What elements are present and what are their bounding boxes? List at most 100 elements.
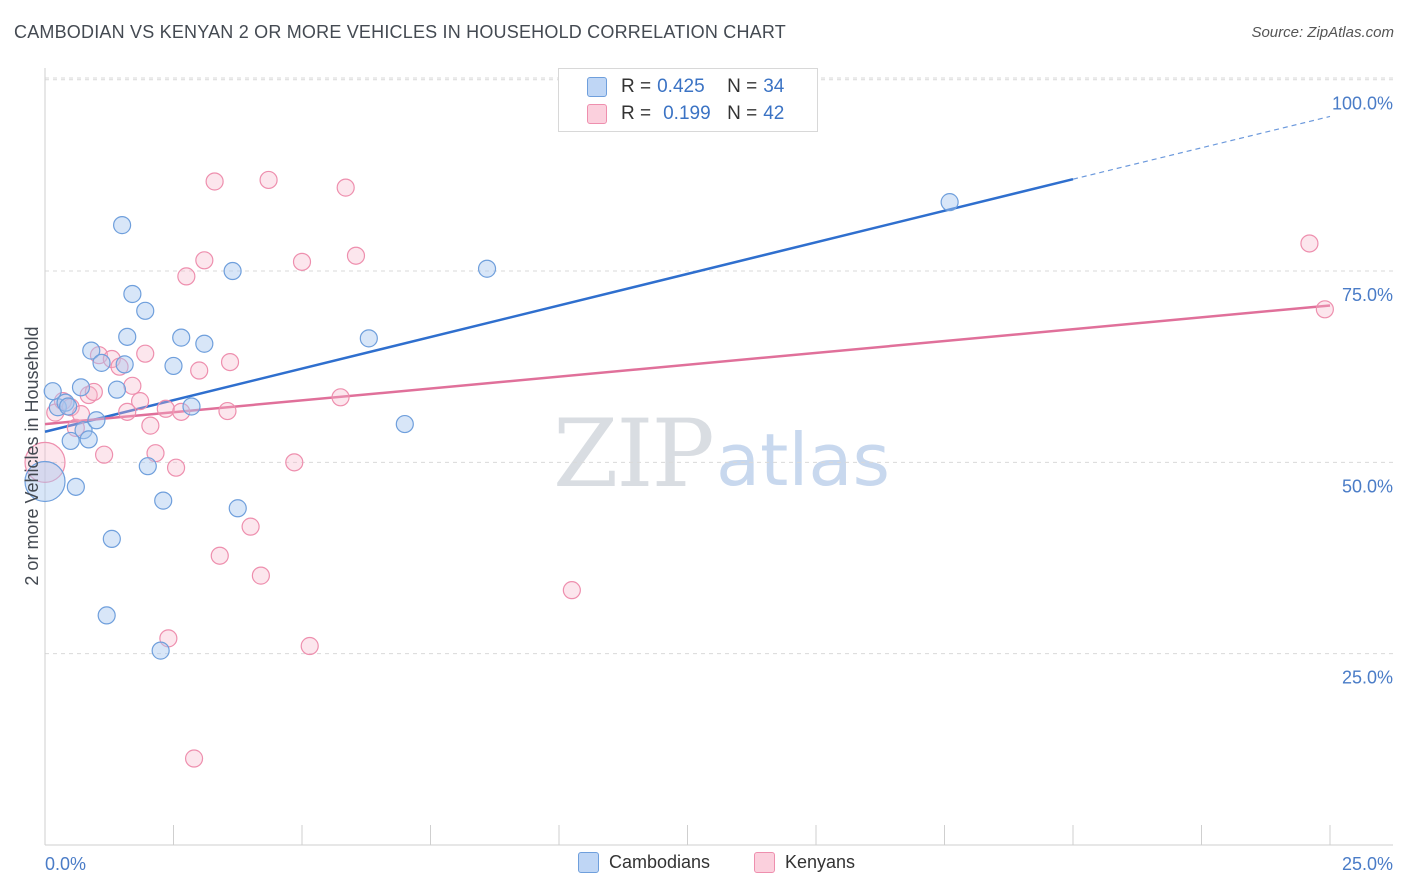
bottom-legend-cambodians[interactable]: Cambodians [578, 852, 710, 873]
point-kenyans [166, 458, 186, 477]
point-kenyans [292, 252, 312, 271]
point-cambodians [97, 606, 116, 625]
point-cambodians [115, 355, 134, 374]
point-kenyans [172, 402, 191, 421]
chart-title: CAMBODIAN VS KENYAN 2 OR MORE VEHICLES I… [14, 22, 786, 42]
point-cambodians [195, 334, 214, 353]
legend-n-label: N = [727, 76, 758, 97]
legend-r-value-cambodians: 0.425 [657, 76, 705, 97]
point-cambodians [395, 414, 414, 434]
legend-r-label: R = [621, 76, 652, 97]
point-kenyans [300, 636, 319, 656]
point-cambodians [138, 457, 157, 476]
point-kenyans [95, 445, 114, 464]
point-kenyans [1315, 300, 1334, 319]
point-cambodians [92, 353, 111, 372]
point-cambodians [359, 329, 378, 348]
legend-n-value-cambodians: 34 [763, 76, 785, 97]
point-kenyans [177, 267, 196, 286]
point-cambodians [61, 431, 80, 451]
legend-r-label: R = [621, 103, 652, 124]
point-cambodians [182, 397, 201, 416]
point-cambodians [123, 284, 142, 304]
point-kenyans [190, 361, 209, 380]
point-cambodians [112, 216, 132, 235]
legend-r-value-kenyans: 0.199 [663, 103, 711, 124]
point-kenyans [259, 170, 278, 190]
point-kenyans [346, 246, 366, 265]
point-cambodians [66, 477, 85, 496]
point-cambodians [136, 301, 155, 320]
point-cambodians [940, 193, 959, 212]
y-tick-label: 100.0% [1332, 94, 1393, 114]
point-kenyans [205, 172, 224, 191]
correlation-legend: R = 0.425 N = 34 R = 0.199 N = 42 [558, 68, 818, 132]
legend-row-kenyans: R = 0.199 N = 42 [587, 102, 784, 126]
point-cambodians [228, 499, 247, 518]
point-kenyans [156, 399, 175, 418]
trend-lines [44, 115, 1331, 433]
y-axis-label: 2 or more Vehicles in Household [22, 326, 42, 585]
point-kenyans [130, 392, 150, 411]
point-cambodians [164, 356, 183, 376]
point-kenyans [141, 416, 160, 435]
axes [44, 68, 1393, 846]
bottom-legend-label-kenyans: Kenyans [785, 852, 856, 872]
bottom-legend-kenyans[interactable]: Kenyans [754, 852, 855, 873]
y-tick-label: 25.0% [1342, 668, 1393, 688]
point-kenyans [195, 251, 214, 270]
point-cambodians [74, 421, 93, 440]
point-cambodians [59, 397, 78, 416]
point-kenyans [331, 388, 350, 407]
point-cambodians [477, 259, 497, 278]
point-kenyans [123, 376, 142, 395]
point-kenyans [251, 566, 270, 585]
gridlines [45, 77, 1393, 655]
point-kenyans [184, 749, 204, 768]
trend-line-cambodians-extension [1072, 115, 1331, 180]
bottom-legend-label-cambodians: Cambodians [609, 852, 711, 872]
legend-row-cambodians: R = 0.425 N = 34 [587, 75, 784, 99]
point-kenyans [1300, 234, 1319, 253]
point-cambodians [87, 411, 106, 430]
point-kenyans [136, 344, 155, 363]
point-kenyans [285, 453, 304, 472]
point-kenyans [562, 581, 581, 600]
tick-labels: 100.0% 75.0% 50.0% 25.0% 0.0% 25.0% [45, 94, 1393, 874]
point-cambodians [172, 328, 191, 347]
y-tick-label: 75.0% [1342, 285, 1393, 305]
point-kenyans [79, 385, 98, 405]
point-kenyans [210, 546, 229, 565]
trend-line-kenyans [44, 304, 1331, 426]
point-cambodians [151, 641, 170, 660]
point-kenyans [336, 178, 355, 197]
point-cambodians [82, 341, 101, 360]
x-tick-label: 25.0% [1342, 854, 1393, 874]
point-kenyans [241, 517, 260, 536]
bottom-legend-swatch-cambodians [578, 852, 599, 873]
y-tick-label: 50.0% [1342, 476, 1393, 496]
legend-swatch-kenyans [587, 104, 607, 124]
x-tick-label: 0.0% [45, 854, 86, 874]
point-kenyans [24, 441, 66, 483]
point-kenyans [220, 352, 240, 372]
point-cambodians [43, 382, 62, 401]
legend-swatch-cambodians [587, 77, 607, 97]
point-cambodians [118, 327, 137, 346]
data-points [24, 170, 1334, 768]
source-label: Source: ZipAtlas.com [1251, 24, 1394, 41]
point-cambodians [24, 460, 66, 503]
legend-n-label: N = [727, 103, 758, 124]
point-cambodians [71, 378, 91, 397]
point-kenyans [118, 402, 137, 421]
point-cambodians [154, 491, 173, 510]
bottom-legend-swatch-kenyans [754, 852, 775, 873]
point-cambodians [79, 430, 98, 449]
point-cambodians [223, 261, 242, 281]
legend-n-value-kenyans: 42 [763, 103, 785, 124]
watermark-zip: ZIP [553, 400, 715, 509]
point-cambodians [102, 529, 121, 548]
trend-line-cambodians [44, 177, 1074, 433]
watermark-atlas: atlas [716, 418, 890, 502]
